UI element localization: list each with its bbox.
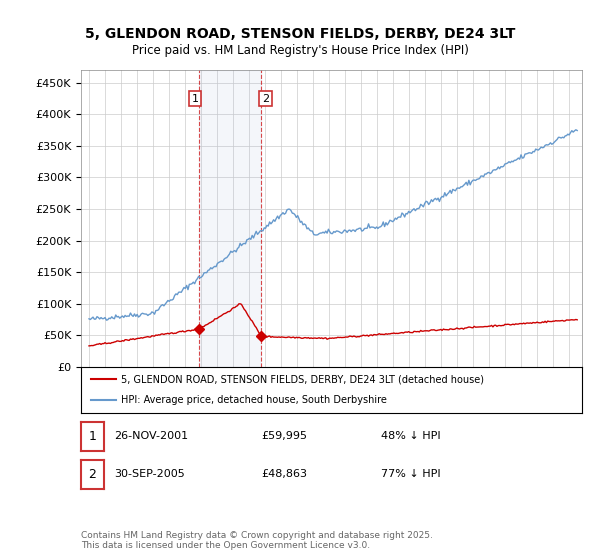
- Text: £48,863: £48,863: [261, 469, 307, 479]
- Text: Price paid vs. HM Land Registry's House Price Index (HPI): Price paid vs. HM Land Registry's House …: [131, 44, 469, 57]
- Text: 1: 1: [88, 430, 97, 443]
- Text: 30-SEP-2005: 30-SEP-2005: [114, 469, 185, 479]
- Text: Contains HM Land Registry data © Crown copyright and database right 2025.
This d: Contains HM Land Registry data © Crown c…: [81, 530, 433, 550]
- Text: 2: 2: [88, 468, 97, 481]
- Bar: [199, 70, 261, 367]
- Text: 2: 2: [262, 94, 269, 104]
- Text: 77% ↓ HPI: 77% ↓ HPI: [381, 469, 440, 479]
- Text: 48% ↓ HPI: 48% ↓ HPI: [381, 431, 440, 441]
- Text: 1: 1: [191, 94, 199, 104]
- Text: 26-NOV-2001: 26-NOV-2001: [114, 431, 188, 441]
- Text: 5, GLENDON ROAD, STENSON FIELDS, DERBY, DE24 3LT (detached house): 5, GLENDON ROAD, STENSON FIELDS, DERBY, …: [121, 374, 484, 384]
- Text: 5, GLENDON ROAD, STENSON FIELDS, DERBY, DE24 3LT: 5, GLENDON ROAD, STENSON FIELDS, DERBY, …: [85, 27, 515, 41]
- Text: £59,995: £59,995: [261, 431, 307, 441]
- Text: HPI: Average price, detached house, South Derbyshire: HPI: Average price, detached house, Sout…: [121, 395, 387, 405]
